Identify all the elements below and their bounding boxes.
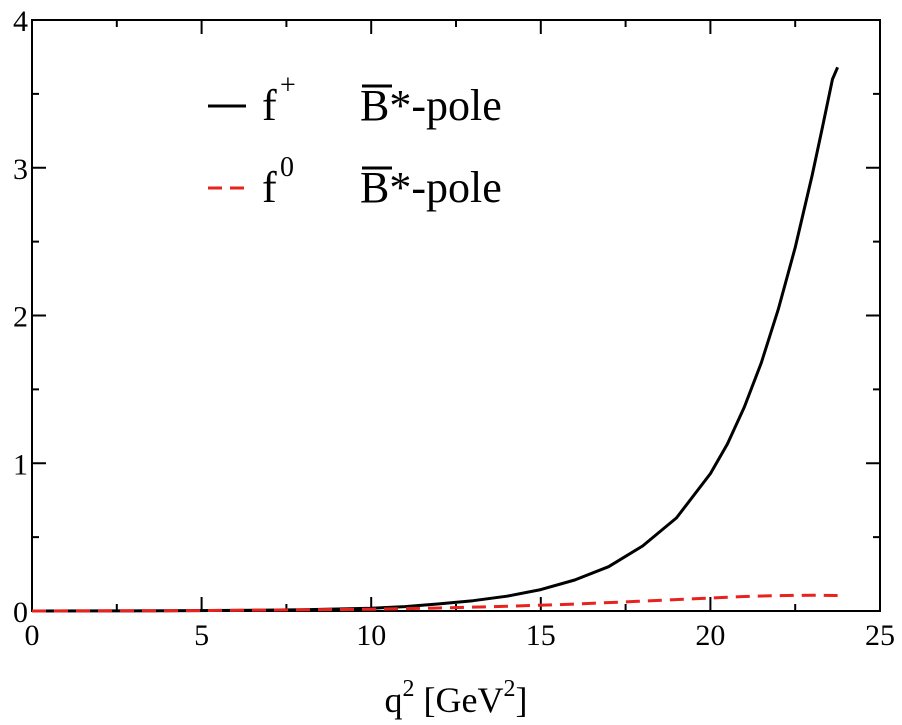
legend-pole-label: B*-pole bbox=[360, 81, 502, 130]
legend-symbol: f bbox=[262, 81, 277, 130]
series-layer bbox=[31, 66, 839, 613]
x-tick-label: 0 bbox=[25, 619, 40, 652]
series-line-f-plus bbox=[31, 66, 839, 613]
legend-superscript: 0 bbox=[280, 152, 294, 183]
x-axis-label: q2 [GeV2] bbox=[385, 676, 528, 720]
legend-superscript: + bbox=[280, 70, 296, 101]
x-tick-label: 25 bbox=[865, 619, 895, 652]
x-tick-label: 20 bbox=[695, 619, 725, 652]
y-tick-label: 4 bbox=[13, 5, 28, 38]
legend-pole-label: B*-pole bbox=[360, 163, 502, 212]
y-tick-label: 1 bbox=[13, 448, 28, 481]
legend-symbol: f bbox=[262, 163, 277, 212]
y-tick-label: 0 bbox=[13, 596, 28, 629]
x-tick-label: 15 bbox=[526, 619, 556, 652]
axis-tick-labels: 0 5 10 15 20 25 0 1 2 3 4 bbox=[13, 5, 895, 652]
x-tick-label: 10 bbox=[356, 619, 386, 652]
y-tick-label: 2 bbox=[13, 301, 28, 334]
y-tick-label: 3 bbox=[13, 153, 28, 186]
series-line-f-zero bbox=[31, 593, 838, 613]
x-tick-label: 5 bbox=[194, 619, 209, 652]
